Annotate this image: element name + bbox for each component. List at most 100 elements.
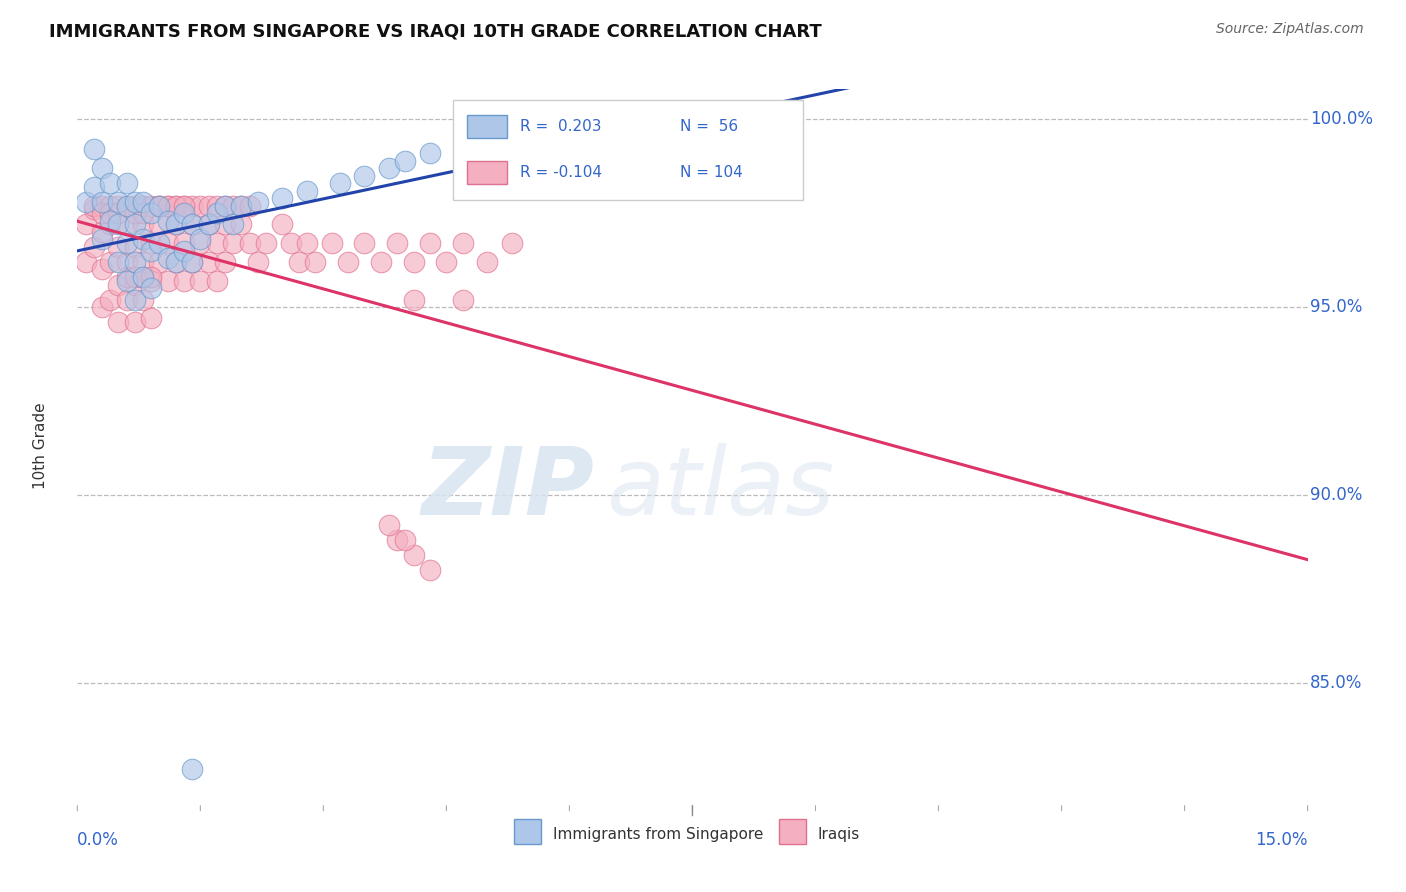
Point [239,199,262,213]
Point [90,300,114,314]
Point [148,218,170,232]
Point [197,218,219,232]
Point [124,206,146,220]
Point [239,236,262,251]
Point [90,232,114,246]
Point [115,176,138,190]
Point [115,199,138,213]
Point [115,255,138,269]
Point [385,533,409,547]
FancyBboxPatch shape [467,161,506,185]
Point [271,218,294,232]
FancyBboxPatch shape [453,100,803,200]
Point [222,218,245,232]
Text: ZIP: ZIP [422,442,595,535]
Point [132,199,155,213]
Point [98,218,121,232]
Point [246,255,269,269]
Point [205,236,228,251]
Point [394,153,416,168]
Point [205,206,228,220]
Point [132,232,155,246]
Point [222,236,245,251]
Point [682,116,704,130]
Point [402,548,425,562]
Point [107,218,129,232]
Point [132,194,155,209]
Point [132,255,155,269]
Point [148,236,170,251]
Point [124,293,146,307]
Point [188,236,212,251]
Point [124,194,146,209]
Point [197,255,219,269]
Text: 0.0%: 0.0% [77,831,120,849]
Point [436,255,458,269]
Point [214,255,236,269]
Point [173,244,195,258]
Point [156,199,179,213]
FancyBboxPatch shape [779,820,806,844]
Point [402,255,425,269]
Point [98,213,121,227]
Point [148,199,170,213]
Point [165,218,187,232]
Point [222,199,245,213]
Point [451,293,474,307]
Point [107,255,129,269]
Point [83,202,105,217]
Point [214,199,236,213]
Point [156,199,179,213]
Point [477,138,499,153]
Point [165,199,187,213]
Point [188,232,212,246]
Point [181,762,204,776]
Point [83,199,105,213]
Point [156,236,179,251]
Point [353,169,375,183]
Point [124,255,146,269]
Text: 10th Grade: 10th Grade [32,402,48,490]
Point [124,315,146,329]
Point [107,206,129,220]
Point [419,146,441,161]
Text: N =  56: N = 56 [681,120,738,135]
Point [304,255,326,269]
Point [181,255,204,269]
Point [214,199,236,213]
Point [148,255,170,269]
FancyBboxPatch shape [515,820,541,844]
Point [280,236,302,251]
Point [205,274,228,288]
Point [124,218,146,232]
Point [107,240,129,254]
Point [90,199,114,213]
Point [132,293,155,307]
Point [231,199,253,213]
Text: R = -0.104: R = -0.104 [520,165,602,180]
Point [83,142,105,156]
Point [402,293,425,307]
Point [141,270,163,285]
Point [115,293,138,307]
Point [385,236,409,251]
Point [107,277,129,292]
Text: Iraqis: Iraqis [818,827,860,842]
Point [75,194,97,209]
Point [254,236,277,251]
Point [181,199,204,213]
Point [98,199,121,213]
Point [90,161,114,175]
Point [378,161,401,175]
Point [141,199,163,213]
Point [370,255,392,269]
Text: atlas: atlas [606,443,835,534]
Text: 15.0%: 15.0% [1256,831,1308,849]
Point [98,293,121,307]
Point [419,563,441,577]
Point [451,236,474,251]
Point [132,218,155,232]
Point [75,218,97,232]
Point [231,199,253,213]
Point [156,251,179,265]
